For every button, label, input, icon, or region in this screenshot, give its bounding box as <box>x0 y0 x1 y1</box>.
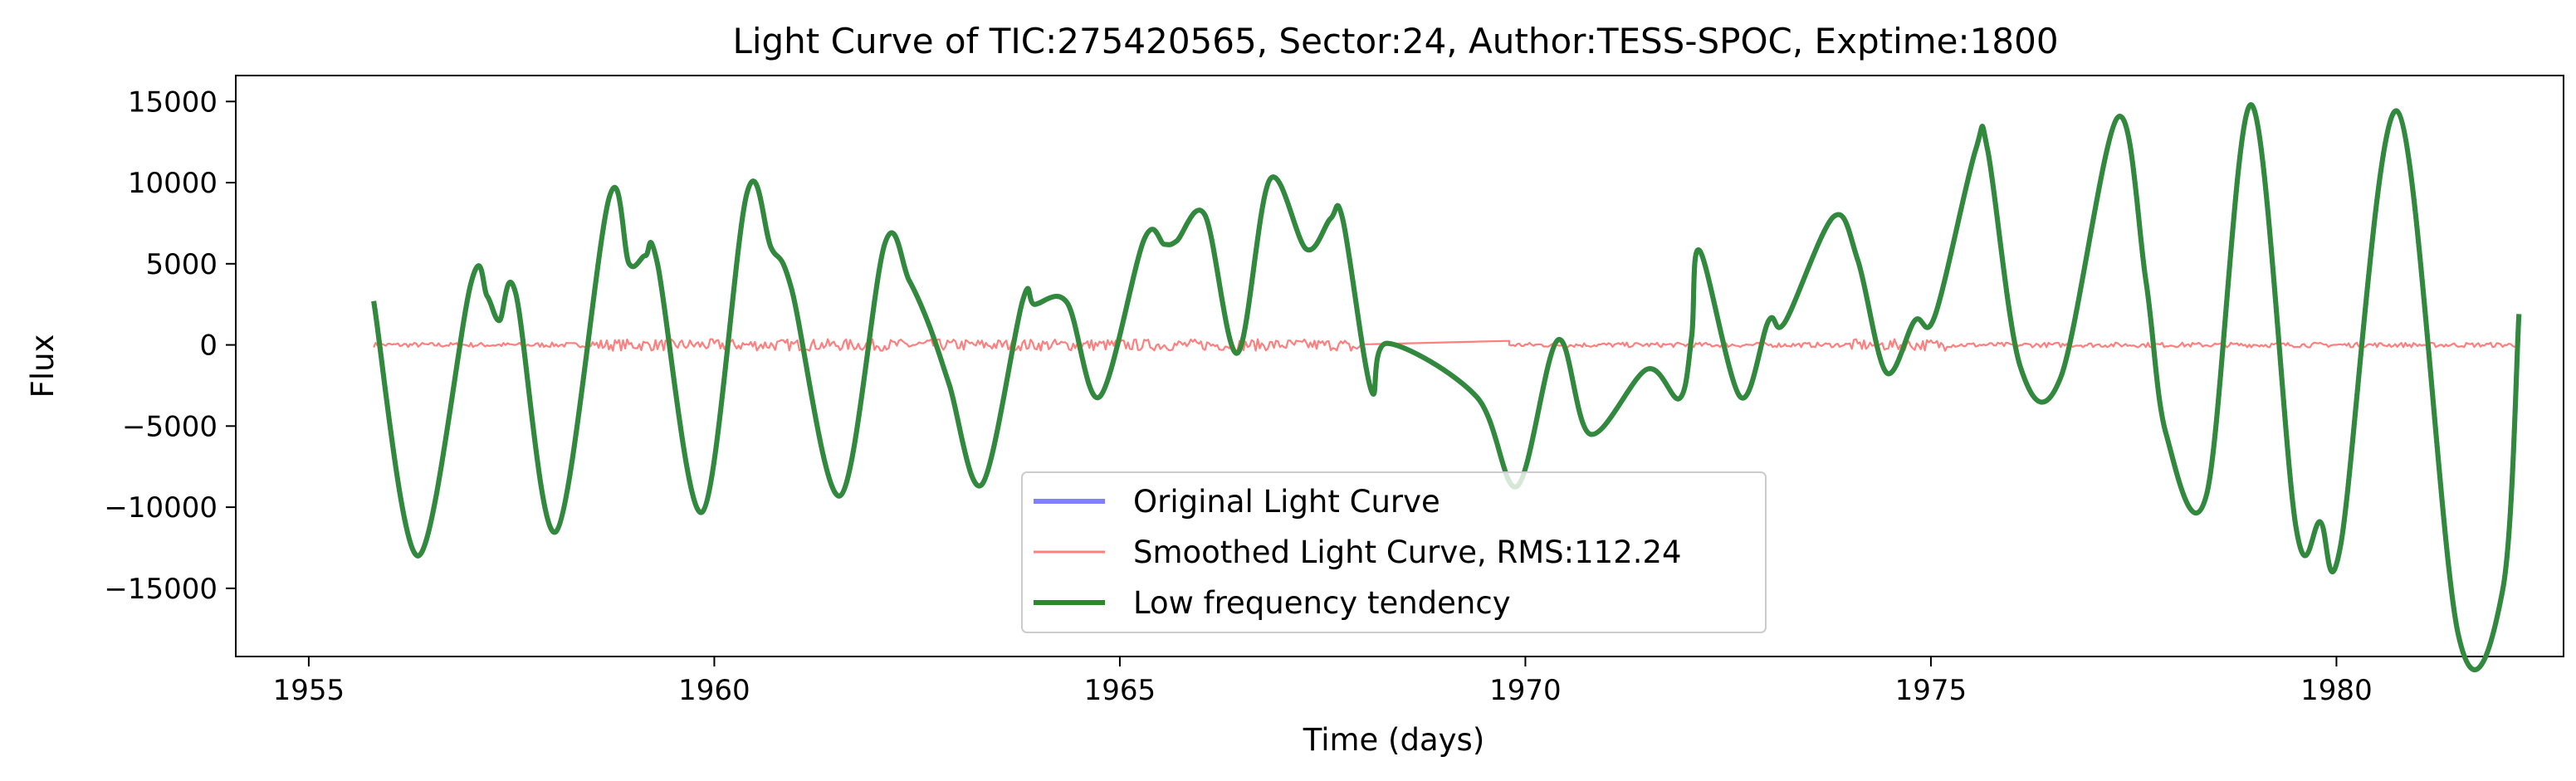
y-tick-label: −5000 <box>122 410 218 443</box>
series-low-frequency-tendency <box>371 102 2522 672</box>
y-axis-ticks: −15000 −10000 −5000 0 5000 10000 15000 <box>104 85 236 606</box>
x-tick-label: 1965 <box>1084 674 1156 707</box>
x-tick-label: 1980 <box>2300 674 2373 707</box>
y-tick-label: 5000 <box>145 248 218 281</box>
y-tick-label: 0 <box>199 329 218 363</box>
legend-label-original: Original Light Curve <box>1133 484 1440 520</box>
x-tick-label: 1970 <box>1489 674 1562 707</box>
y-tick-label: 10000 <box>128 167 218 200</box>
y-tick-label: −10000 <box>104 491 218 525</box>
series-smoothed-light-curve <box>373 338 2517 352</box>
legend: Original Light Curve Smoothed Light Curv… <box>1021 471 1767 633</box>
chart-title: Light Curve of TIC:275420565, Sector:24,… <box>732 21 2058 61</box>
x-axis-ticks: 1955 1960 1965 1970 1975 1980 <box>273 657 2373 707</box>
y-tick-label: −15000 <box>104 573 218 606</box>
plot-frame <box>235 75 2564 657</box>
x-tick-label: 1955 <box>273 674 345 707</box>
legend-label-smoothed: Smoothed Light Curve, RMS:112.24 <box>1133 534 1682 570</box>
series-layer <box>371 102 2522 672</box>
legend-box <box>1021 471 1767 633</box>
x-axis-label: Time (days) <box>1303 722 1485 758</box>
legend-label-tendency: Low frequency tendency <box>1133 585 1511 621</box>
x-tick-label: 1975 <box>1895 674 1967 707</box>
x-tick-label: 1960 <box>678 674 750 707</box>
y-tick-label: 15000 <box>128 85 218 119</box>
y-axis-label: Flux <box>25 334 61 398</box>
plot-area <box>235 75 2564 672</box>
